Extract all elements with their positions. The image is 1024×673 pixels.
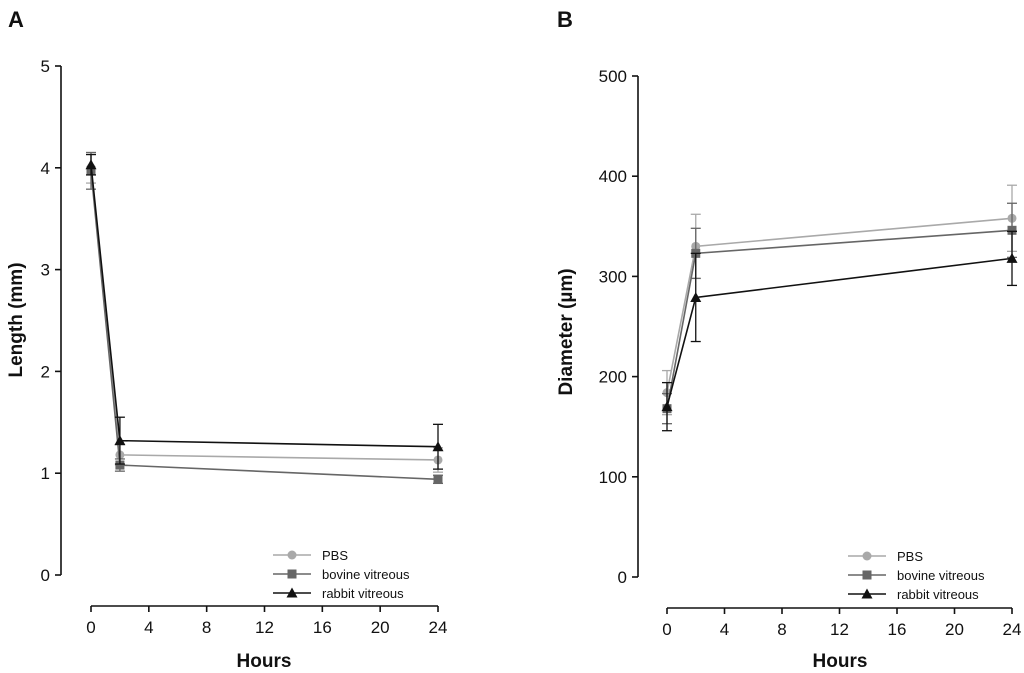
x-tick-label: 8 bbox=[777, 620, 786, 639]
data-point-triangle bbox=[1006, 252, 1018, 263]
y-axis-title: Diameter (µm) bbox=[556, 268, 577, 395]
legend-label: PBS bbox=[897, 549, 923, 564]
x-tick-label: 16 bbox=[313, 618, 332, 637]
legend-marker bbox=[861, 588, 873, 599]
legend: PBS bovine vitreous rabbit vitreous bbox=[273, 548, 410, 601]
series-line bbox=[90, 167, 439, 461]
series-line bbox=[666, 257, 1013, 407]
data-point-triangle bbox=[661, 401, 673, 412]
y-tick-label: 0 bbox=[618, 568, 627, 587]
x-tick-label: 4 bbox=[720, 620, 729, 639]
x-tick-label: 0 bbox=[662, 620, 671, 639]
legend-marker bbox=[287, 569, 297, 579]
x-tick-label: 20 bbox=[371, 618, 390, 637]
x-tick-label: 12 bbox=[255, 618, 274, 637]
data-point-square bbox=[433, 474, 443, 484]
legend-label: bovine vitreous bbox=[897, 568, 985, 583]
x-tick-label: 16 bbox=[888, 620, 907, 639]
y-tick-label: 1 bbox=[41, 464, 50, 483]
data-point-triangle bbox=[432, 441, 444, 452]
series-line bbox=[90, 170, 439, 481]
legend-label: bovine vitreous bbox=[322, 567, 410, 582]
legend-marker bbox=[862, 570, 872, 580]
data-point-square bbox=[115, 460, 125, 470]
x-tick-label: 20 bbox=[945, 620, 964, 639]
x-tick-label: 4 bbox=[144, 618, 153, 637]
y-tick-label: 0 bbox=[41, 566, 50, 585]
y-tick-label: 300 bbox=[599, 267, 627, 286]
x-axis-title: Hours bbox=[237, 651, 292, 672]
legend-marker bbox=[287, 550, 297, 560]
x-axis-title: Hours bbox=[813, 651, 868, 672]
data-point-triangle bbox=[85, 159, 97, 170]
y-tick-label: 500 bbox=[599, 67, 627, 86]
y-tick-label: 4 bbox=[41, 159, 50, 178]
series-bovine-vitreous bbox=[662, 202, 1017, 425]
legend-label: rabbit vitreous bbox=[897, 587, 979, 602]
x-tick-label: 24 bbox=[1003, 620, 1022, 639]
series-bovine-vitreous bbox=[86, 151, 443, 485]
y-tick-label: 200 bbox=[599, 368, 627, 387]
series-line bbox=[90, 164, 439, 448]
panel-letter: B bbox=[557, 7, 573, 32]
y-tick-label: 3 bbox=[41, 261, 50, 280]
legend-label: PBS bbox=[322, 548, 348, 563]
series-line bbox=[666, 217, 1013, 393]
legend-marker bbox=[286, 587, 298, 598]
x-tick-label: 12 bbox=[830, 620, 849, 639]
chart-panel-b: B 0 100 200 300 400 500 0 4 8 12 16 20 24 Hours Diamete… bbox=[556, 7, 1021, 672]
x-tick-label: 0 bbox=[86, 618, 95, 637]
series-line bbox=[666, 229, 1013, 409]
series-pbs bbox=[86, 151, 443, 473]
panel-letter: A bbox=[8, 7, 24, 32]
series-rabbit-vitreous bbox=[661, 230, 1018, 432]
legend-label: rabbit vitreous bbox=[322, 586, 404, 601]
y-tick-label: 5 bbox=[41, 57, 50, 76]
y-tick-label: 100 bbox=[599, 468, 627, 487]
series-pbs bbox=[662, 184, 1017, 416]
x-tick-label: 24 bbox=[429, 618, 448, 637]
y-axis-title: Length (mm) bbox=[6, 262, 27, 377]
legend: PBS bovine vitreous rabbit vitreous bbox=[848, 549, 985, 602]
data-point-triangle bbox=[690, 291, 702, 302]
y-tick-label: 2 bbox=[41, 362, 50, 381]
series-rabbit-vitreous bbox=[85, 153, 444, 470]
data-point-square bbox=[1007, 225, 1017, 235]
data-point-triangle bbox=[114, 435, 126, 446]
legend-marker bbox=[862, 551, 872, 561]
y-tick-label: 400 bbox=[599, 167, 627, 186]
x-tick-label: 8 bbox=[202, 618, 211, 637]
